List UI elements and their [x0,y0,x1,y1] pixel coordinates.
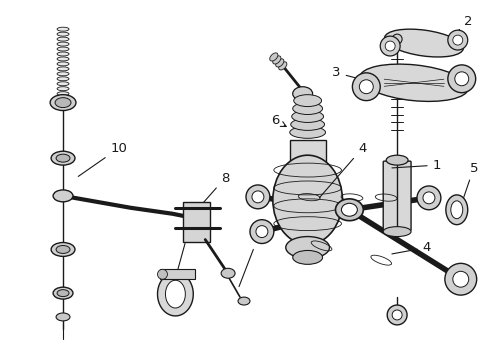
Ellipse shape [57,52,69,56]
Circle shape [448,30,468,50]
Text: 10: 10 [78,142,127,176]
Ellipse shape [57,57,69,61]
Circle shape [392,310,402,320]
Circle shape [445,264,477,295]
Circle shape [385,41,395,51]
Text: 1: 1 [392,159,441,172]
Ellipse shape [57,87,69,91]
Text: 3: 3 [332,66,371,82]
Ellipse shape [336,199,363,221]
Circle shape [448,65,476,93]
Ellipse shape [360,64,468,102]
Ellipse shape [451,201,463,219]
Ellipse shape [385,29,464,57]
Text: 7: 7 [239,231,262,287]
Circle shape [387,305,407,325]
Ellipse shape [56,313,70,321]
Ellipse shape [238,297,250,305]
Text: 2: 2 [449,15,473,39]
Ellipse shape [56,154,70,162]
Ellipse shape [270,53,278,61]
Circle shape [423,192,435,204]
Text: 9: 9 [173,225,193,287]
Ellipse shape [286,237,329,258]
Circle shape [246,185,270,209]
Ellipse shape [51,243,75,256]
Circle shape [455,72,469,86]
Ellipse shape [290,126,325,138]
Text: 6: 6 [270,114,286,127]
Ellipse shape [50,95,76,111]
Circle shape [453,271,469,287]
Ellipse shape [293,251,322,264]
Ellipse shape [56,246,70,253]
Circle shape [380,36,400,56]
Ellipse shape [57,37,69,41]
FancyBboxPatch shape [383,161,411,231]
Text: 8: 8 [197,171,229,210]
Circle shape [256,226,268,238]
Text: 4: 4 [392,241,431,254]
Circle shape [252,191,264,203]
Ellipse shape [57,92,69,96]
Circle shape [453,35,463,45]
Circle shape [392,34,402,44]
Text: 5: 5 [458,162,478,215]
Polygon shape [166,280,185,308]
Ellipse shape [291,118,324,130]
Ellipse shape [57,47,69,51]
Circle shape [359,80,373,94]
Ellipse shape [446,195,468,225]
Ellipse shape [293,87,313,100]
Ellipse shape [342,203,357,216]
Circle shape [250,220,274,243]
Ellipse shape [273,155,343,244]
Ellipse shape [57,290,69,297]
Ellipse shape [273,56,281,64]
Circle shape [417,186,441,210]
Polygon shape [157,272,193,316]
Ellipse shape [51,151,75,165]
Ellipse shape [57,82,69,86]
Ellipse shape [279,62,287,70]
Ellipse shape [383,227,411,237]
Ellipse shape [53,287,73,299]
Polygon shape [161,269,196,279]
Ellipse shape [57,72,69,76]
Ellipse shape [294,95,321,107]
Polygon shape [183,202,210,242]
Ellipse shape [57,27,69,31]
Ellipse shape [57,42,69,46]
Circle shape [352,73,380,100]
Circle shape [157,269,168,279]
Ellipse shape [386,155,408,165]
Text: 4: 4 [319,142,367,198]
Ellipse shape [57,77,69,81]
Ellipse shape [57,32,69,36]
Polygon shape [290,140,325,172]
Ellipse shape [55,98,71,108]
Ellipse shape [221,268,235,278]
Ellipse shape [53,190,73,202]
Ellipse shape [276,59,284,67]
Ellipse shape [57,62,69,66]
Ellipse shape [57,67,69,71]
Ellipse shape [292,111,323,122]
Ellipse shape [293,103,322,114]
